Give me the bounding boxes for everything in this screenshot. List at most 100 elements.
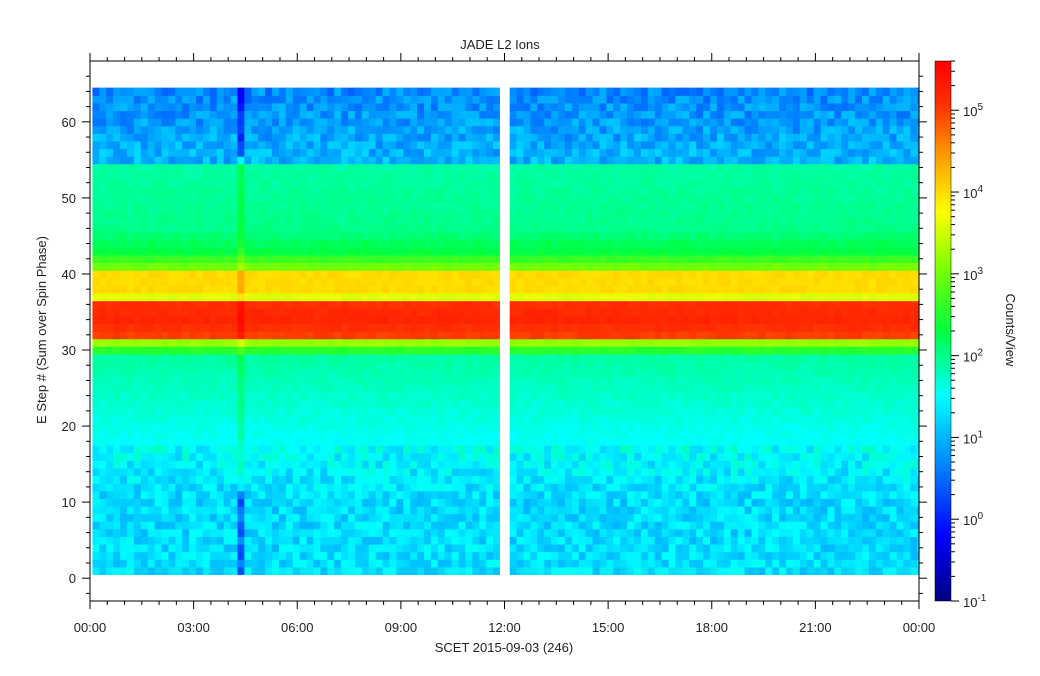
heatmap-cell bbox=[99, 148, 107, 157]
heatmap-cell bbox=[327, 490, 335, 499]
heatmap-cell bbox=[272, 95, 280, 104]
heatmap-cell bbox=[465, 110, 473, 119]
heatmap-cell bbox=[551, 277, 559, 286]
heatmap-cell bbox=[154, 194, 163, 203]
heatmap-cell bbox=[113, 543, 121, 553]
heatmap-cell bbox=[341, 513, 349, 522]
heatmap-cell bbox=[444, 521, 453, 530]
heatmap-cell bbox=[444, 133, 453, 142]
heatmap-cell bbox=[113, 361, 121, 370]
heatmap-cell bbox=[389, 323, 397, 332]
heatmap-cell bbox=[410, 536, 418, 545]
heatmap-cell bbox=[613, 346, 621, 355]
heatmap-cell bbox=[382, 369, 391, 378]
heatmap-cell bbox=[147, 224, 156, 233]
heatmap-cell bbox=[361, 566, 370, 575]
heatmap-cell bbox=[523, 308, 532, 317]
heatmap-cell bbox=[147, 163, 156, 172]
heatmap-cell bbox=[113, 559, 121, 568]
heatmap-cell bbox=[251, 118, 259, 127]
heatmap-cell bbox=[361, 376, 370, 385]
heatmap-cell bbox=[223, 323, 232, 332]
heatmap-cell bbox=[465, 140, 473, 150]
heatmap-cell bbox=[444, 338, 453, 347]
heatmap-cell bbox=[516, 254, 525, 264]
heatmap-cell bbox=[410, 133, 418, 142]
heatmap-cell bbox=[140, 277, 149, 286]
heatmap-cell bbox=[196, 315, 204, 324]
heatmap-cell bbox=[634, 467, 642, 477]
heatmap-cell bbox=[327, 308, 335, 317]
heatmap-cell bbox=[486, 292, 494, 302]
heatmap-cell bbox=[348, 445, 356, 454]
heatmap-cell bbox=[168, 186, 176, 195]
heatmap-cell bbox=[299, 536, 308, 545]
heatmap-cell bbox=[544, 513, 552, 522]
heatmap-cell bbox=[516, 338, 525, 347]
heatmap-cell bbox=[258, 467, 266, 477]
heatmap-cell bbox=[341, 323, 349, 332]
heatmap-cell bbox=[99, 163, 107, 172]
heatmap-cell bbox=[230, 346, 239, 355]
heatmap-cell bbox=[620, 505, 628, 515]
heatmap-cell bbox=[620, 467, 628, 477]
heatmap-cell bbox=[285, 148, 294, 157]
heatmap-cell bbox=[451, 361, 460, 370]
heatmap-cell bbox=[634, 353, 642, 363]
heatmap-cell bbox=[175, 163, 183, 172]
heatmap-cell bbox=[516, 369, 525, 378]
heatmap-cell bbox=[120, 551, 128, 560]
heatmap-cell bbox=[113, 254, 121, 264]
heatmap-cell bbox=[292, 308, 301, 317]
heatmap-cell bbox=[216, 247, 225, 256]
heatmap-cell bbox=[341, 369, 349, 378]
heatmap-cell bbox=[620, 110, 628, 119]
heatmap-cell bbox=[396, 148, 404, 157]
heatmap-cell bbox=[437, 95, 446, 104]
heatmap-cell bbox=[479, 163, 487, 172]
heatmap-cell bbox=[313, 376, 321, 385]
heatmap-cell bbox=[140, 201, 149, 210]
heatmap-cell bbox=[189, 262, 197, 271]
heatmap-cell bbox=[465, 376, 473, 385]
heatmap-cell bbox=[237, 445, 245, 454]
heatmap-cell bbox=[592, 148, 601, 157]
heatmap-cell bbox=[92, 308, 100, 317]
heatmap-cell bbox=[437, 353, 446, 363]
heatmap-cell bbox=[202, 376, 211, 385]
heatmap-cell bbox=[182, 216, 190, 226]
heatmap-cell bbox=[493, 110, 500, 119]
heatmap-cell bbox=[306, 178, 315, 188]
heatmap-cell bbox=[578, 467, 587, 477]
heatmap-cell bbox=[341, 239, 349, 248]
heatmap-cell bbox=[634, 224, 642, 233]
heatmap-cell bbox=[244, 300, 252, 309]
heatmap-cell bbox=[537, 247, 545, 256]
heatmap-cell bbox=[396, 118, 404, 127]
heatmap-cell bbox=[209, 87, 218, 96]
heatmap-cell bbox=[292, 414, 301, 423]
heatmap-cell bbox=[223, 338, 232, 347]
heatmap-cell bbox=[292, 483, 301, 492]
heatmap-cell bbox=[613, 270, 621, 279]
heatmap-cell bbox=[472, 156, 480, 165]
heatmap-cell bbox=[196, 475, 204, 484]
heatmap-cell bbox=[120, 178, 128, 188]
heatmap-cell bbox=[251, 521, 259, 530]
heatmap-cell bbox=[120, 422, 128, 431]
heatmap-cell bbox=[209, 429, 218, 439]
heatmap-cell bbox=[444, 566, 453, 575]
heatmap-cell bbox=[551, 292, 559, 302]
heatmap-cell bbox=[578, 490, 587, 499]
heatmap-cell bbox=[189, 254, 197, 264]
heatmap-cell bbox=[327, 156, 335, 165]
heatmap-cell bbox=[202, 361, 211, 370]
heatmap-cell bbox=[403, 292, 411, 302]
heatmap-cell bbox=[516, 95, 525, 104]
heatmap-cell bbox=[209, 437, 218, 446]
heatmap-cell bbox=[202, 399, 211, 408]
heatmap-cell bbox=[237, 391, 245, 401]
heatmap-cell bbox=[571, 247, 580, 256]
heatmap-cell bbox=[592, 247, 601, 256]
heatmap-cell bbox=[396, 566, 404, 575]
